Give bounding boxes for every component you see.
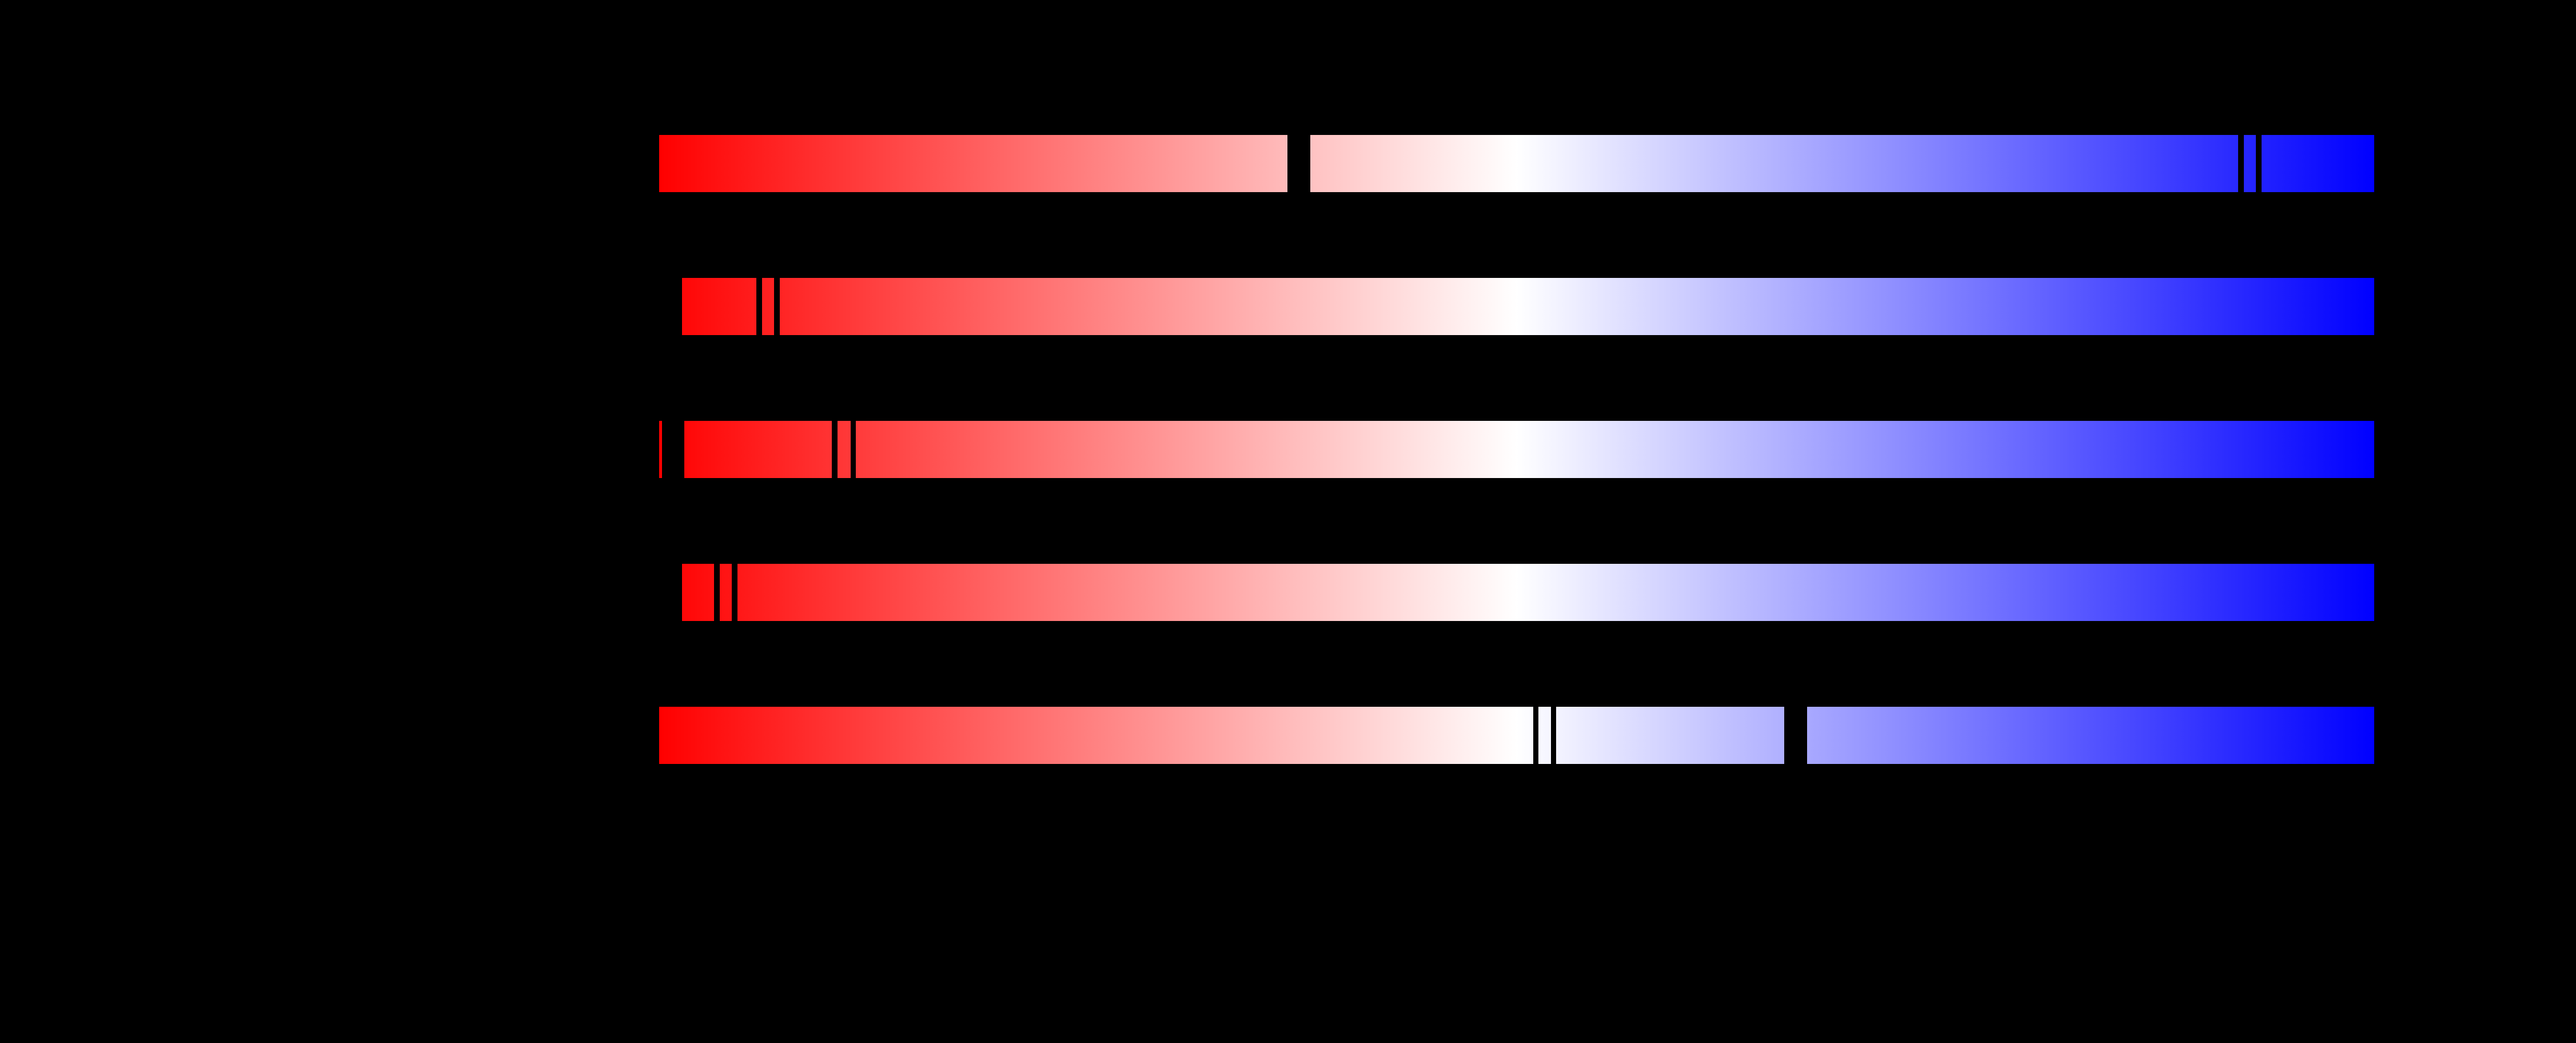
gradient-bar <box>659 278 2374 335</box>
thin-marker-tick <box>1551 707 1556 764</box>
thin-marker-tick <box>732 564 737 621</box>
thin-marker-tick <box>832 421 838 478</box>
thin-marker-tick <box>774 278 780 335</box>
thick-marker-tick <box>1287 135 1310 192</box>
gradient-bar <box>659 564 2374 621</box>
thick-marker-tick <box>1784 707 1807 764</box>
thin-marker-tick <box>714 564 720 621</box>
thin-marker-tick <box>1533 707 1538 764</box>
thick-marker-tick <box>659 564 682 621</box>
thin-marker-tick <box>851 421 856 478</box>
thin-marker-tick <box>2238 135 2244 192</box>
thick-marker-tick <box>662 421 684 478</box>
thin-marker-tick <box>2256 135 2262 192</box>
thick-marker-tick <box>659 278 682 335</box>
gradient-bar <box>659 135 2374 192</box>
gradient-bar <box>659 707 2374 764</box>
thin-marker-tick <box>756 278 762 335</box>
gradient-bar <box>659 421 2374 478</box>
